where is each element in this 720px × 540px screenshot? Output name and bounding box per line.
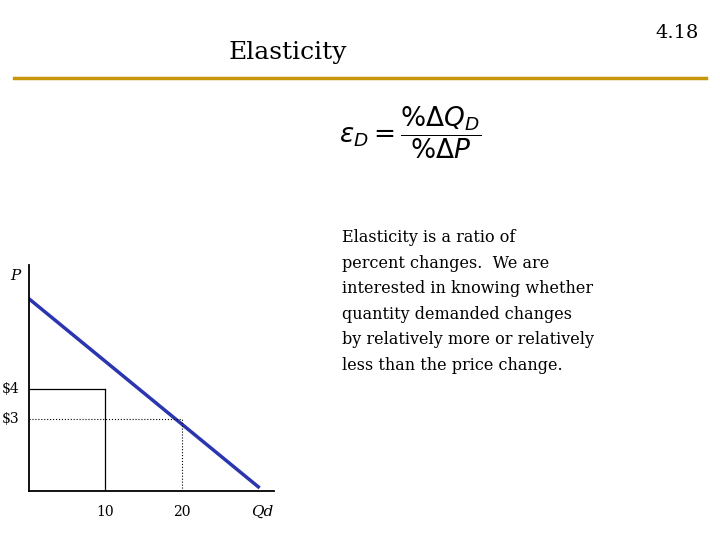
Text: P: P (10, 269, 20, 283)
Text: 4.18: 4.18 (655, 24, 698, 42)
Text: 10: 10 (96, 505, 114, 519)
Text: Elasticity is a ratio of
percent changes.  We are
interested in knowing whether
: Elasticity is a ratio of percent changes… (342, 230, 594, 374)
Text: Qd: Qd (251, 505, 274, 519)
Text: $3: $3 (2, 412, 19, 426)
Text: Elasticity: Elasticity (229, 40, 347, 64)
Text: 20: 20 (173, 505, 191, 519)
Text: $4: $4 (2, 382, 19, 396)
Text: $\varepsilon_D = \dfrac{\%\Delta Q_D}{\%\Delta P}$: $\varepsilon_D = \dfrac{\%\Delta Q_D}{\%… (339, 104, 482, 161)
